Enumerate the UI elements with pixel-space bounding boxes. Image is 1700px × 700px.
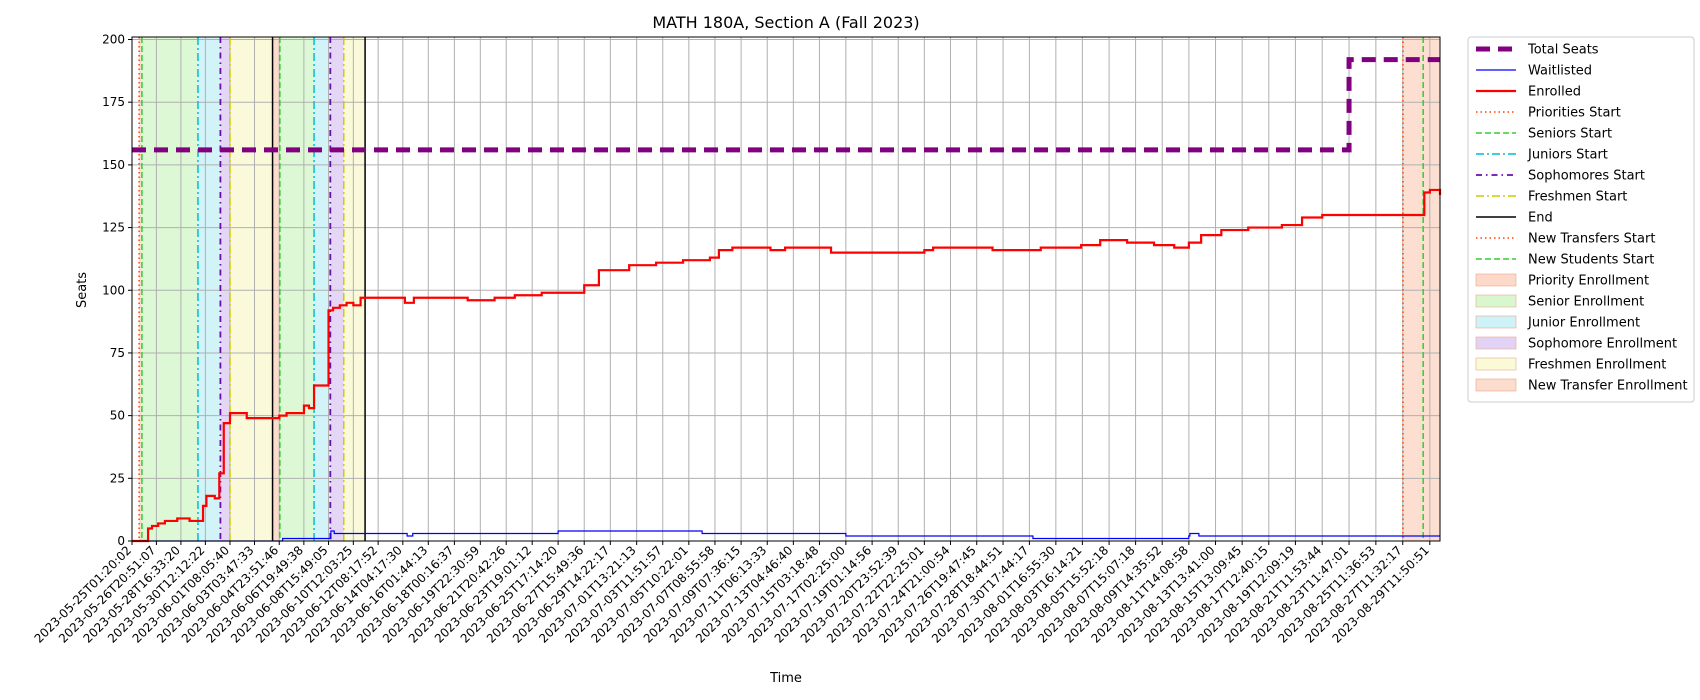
tick-label-y-75: 75 [110,346,125,360]
chart-title: MATH 180A, Section A (Fall 2023) [652,13,919,32]
phase-lines [138,37,1424,541]
legend-junior-enrollment-swatch [1475,315,1517,329]
y-axis-title: Seats [75,272,90,308]
legend-freshmen-start-label: Freshmen Start [1528,190,1627,205]
region-new-transfer-enrollment-0 [1402,37,1424,541]
region-priority-enrollment-1 [272,37,280,541]
legend-freshmen-enrollment-swatch [1475,357,1517,371]
region-junior-enrollment-0 [197,37,221,541]
region-new-transfer-enrollment-1 [1423,37,1440,541]
region-freshmen-enrollment-0 [229,37,273,541]
tick-label-y-150: 150 [102,158,125,172]
tick-label-y-200: 200 [102,33,125,47]
region-junior-enrollment-1 [314,37,331,541]
legend-seniors-start-label: Seniors Start [1528,127,1612,142]
region-freshmen-enrollment-1 [343,37,366,541]
legend-new-transfers-start-label: New Transfers Start [1528,232,1655,247]
legend-sophomore-enrollment-swatch [1475,336,1517,350]
legend-end-label: End [1528,211,1553,226]
series-waitlisted [132,530,1440,542]
legend-sophomores-start-label: Sophomores Start [1528,169,1645,184]
tick-label-y-175: 175 [102,95,125,109]
legend-new-transfer-enrollment-swatch [1475,378,1517,392]
shaded-regions [139,37,1440,541]
legend-senior-enrollment-label: Senior Enrollment [1528,295,1644,310]
legend: Total Seats Waitlisted Enrolled Priorities … [1467,36,1695,403]
region-sophomore-enrollment-1 [330,37,344,541]
legend-total-seats-label: Total Seats [1527,43,1599,58]
legend-senior-enrollment-swatch [1475,294,1517,308]
legend-freshmen-enrollment-label: Freshmen Enrollment [1528,358,1666,373]
legend-juniors-start-label: Juniors Start [1527,148,1608,163]
tick-label-y-25: 25 [110,471,125,485]
legend-new-transfer-enrollment-label: New Transfer Enrollment [1528,379,1688,394]
tick-label-y-100: 100 [102,283,125,297]
tick-label-y-0: 0 [117,534,125,548]
legend-waitlisted-label: Waitlisted [1528,64,1592,79]
legend-frame [1467,36,1695,403]
tick-label-y-50: 50 [110,409,125,423]
legend-priorities-start-label: Priorities Start [1528,106,1621,121]
region-sophomore-enrollment-0 [220,37,230,541]
region-priority-enrollment-0 [139,37,142,541]
legend-sophomore-enrollment-label: Sophomore Enrollment [1528,337,1677,352]
legend-priority-enrollment-swatch [1475,273,1517,287]
series-enrolled [132,188,1442,543]
y-axis-ticks: 0 25 50 75 100 125 150 175 200 [102,33,132,548]
x-axis-title: Time [769,671,802,686]
legend-enrolled-label: Enrolled [1528,85,1581,100]
tick-label-y-125: 125 [102,221,125,235]
data-series [132,57,1442,543]
region-senior-enrollment-1 [279,37,315,541]
legend-junior-enrollment-label: Junior Enrollment [1527,316,1640,331]
region-senior-enrollment-0 [141,37,198,541]
legend-priority-enrollment-label: Priority Enrollment [1528,274,1649,289]
plot-area-frame [131,36,1441,542]
legend-new-students-start-label: New Students Start [1528,253,1654,268]
series-total-seats [132,57,1440,153]
